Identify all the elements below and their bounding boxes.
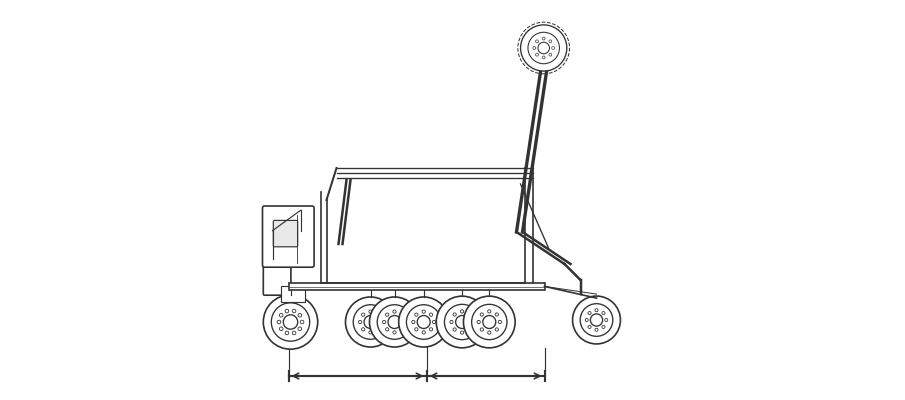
Circle shape: [393, 331, 396, 334]
Circle shape: [453, 313, 456, 316]
Circle shape: [468, 313, 472, 316]
Circle shape: [298, 327, 301, 330]
Circle shape: [477, 320, 481, 324]
Circle shape: [369, 331, 372, 334]
FancyBboxPatch shape: [262, 206, 314, 267]
Circle shape: [422, 310, 425, 313]
Circle shape: [436, 296, 488, 348]
Circle shape: [369, 297, 420, 347]
Circle shape: [495, 313, 499, 316]
Circle shape: [499, 320, 501, 324]
Circle shape: [414, 328, 418, 331]
Circle shape: [481, 328, 483, 331]
Circle shape: [386, 328, 389, 331]
Circle shape: [542, 37, 545, 40]
Circle shape: [595, 309, 598, 312]
Circle shape: [605, 318, 608, 322]
Circle shape: [488, 310, 491, 313]
Circle shape: [280, 314, 283, 317]
Circle shape: [481, 313, 483, 316]
Circle shape: [379, 320, 383, 324]
Circle shape: [588, 325, 591, 328]
Circle shape: [549, 53, 552, 56]
Circle shape: [362, 313, 365, 316]
Circle shape: [495, 328, 499, 331]
FancyBboxPatch shape: [273, 220, 298, 247]
Circle shape: [400, 328, 404, 331]
Circle shape: [364, 316, 377, 328]
Circle shape: [283, 315, 298, 329]
Circle shape: [429, 328, 433, 331]
Circle shape: [533, 46, 536, 50]
Circle shape: [595, 328, 598, 331]
Circle shape: [536, 53, 538, 56]
Circle shape: [602, 325, 605, 328]
Circle shape: [472, 320, 474, 324]
Circle shape: [455, 316, 469, 328]
Circle shape: [422, 331, 425, 334]
Circle shape: [400, 313, 404, 316]
Circle shape: [429, 313, 433, 316]
Circle shape: [463, 296, 515, 348]
Circle shape: [393, 310, 396, 313]
Circle shape: [388, 316, 401, 328]
Circle shape: [538, 42, 549, 54]
Circle shape: [468, 328, 472, 331]
Circle shape: [292, 331, 296, 335]
Circle shape: [358, 320, 362, 324]
Circle shape: [383, 320, 386, 324]
Circle shape: [417, 316, 430, 328]
Circle shape: [280, 327, 283, 330]
Circle shape: [298, 314, 301, 317]
Bar: [281, 286, 304, 302]
Bar: [289, 283, 545, 290]
Circle shape: [412, 320, 415, 324]
Circle shape: [536, 40, 538, 43]
Circle shape: [399, 297, 449, 347]
Circle shape: [414, 313, 418, 316]
Circle shape: [386, 313, 389, 316]
Circle shape: [362, 328, 365, 331]
Circle shape: [300, 320, 304, 324]
Circle shape: [285, 331, 289, 335]
Circle shape: [520, 25, 567, 71]
Circle shape: [376, 328, 379, 331]
Circle shape: [369, 310, 372, 313]
Circle shape: [450, 320, 453, 324]
Circle shape: [263, 295, 318, 349]
Circle shape: [376, 313, 379, 316]
Circle shape: [277, 320, 281, 324]
Circle shape: [433, 320, 435, 324]
Circle shape: [285, 309, 289, 313]
Circle shape: [552, 46, 555, 50]
Circle shape: [488, 331, 491, 334]
Circle shape: [590, 314, 603, 326]
Circle shape: [483, 316, 496, 328]
Circle shape: [542, 56, 545, 59]
Circle shape: [404, 320, 406, 324]
Circle shape: [549, 40, 552, 43]
Circle shape: [573, 296, 621, 344]
Circle shape: [292, 309, 296, 313]
Circle shape: [586, 318, 588, 322]
Circle shape: [602, 312, 605, 315]
Circle shape: [461, 331, 463, 334]
FancyBboxPatch shape: [263, 262, 291, 295]
Circle shape: [453, 328, 456, 331]
Circle shape: [461, 310, 463, 313]
Circle shape: [346, 297, 395, 347]
Circle shape: [588, 312, 591, 315]
